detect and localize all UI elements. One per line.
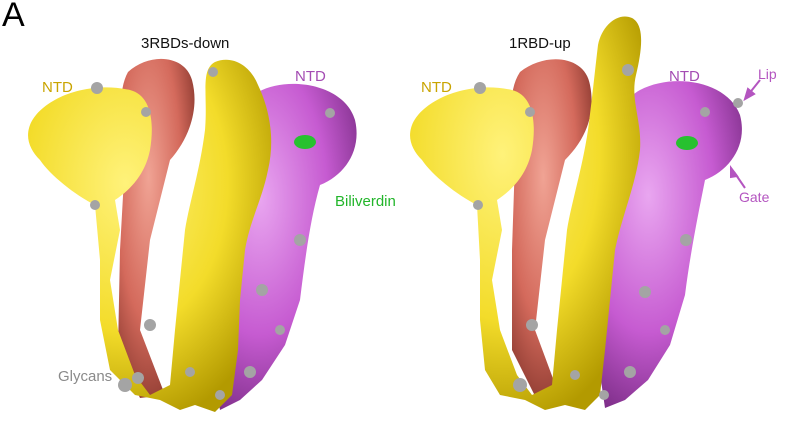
glycan-blobs	[473, 64, 743, 400]
right-ntd-yellow-label: NTD	[421, 79, 452, 96]
biliverdin-label: Biliverdin	[335, 193, 396, 210]
left-ntd-magenta-label: NTD	[295, 68, 326, 85]
left-ntd-yellow-label: NTD	[42, 79, 73, 96]
panel-letter: A	[2, 0, 25, 34]
biliverdin-ligand	[676, 136, 698, 150]
biliverdin-ligand	[294, 135, 316, 149]
lip-arrow	[743, 79, 761, 102]
gate-arrow	[730, 165, 746, 189]
yellow-chain	[28, 59, 272, 413]
right-panel-title: 1RBD-up	[509, 35, 571, 52]
gate-label: Gate	[739, 189, 770, 205]
spike-3rbd-down	[28, 58, 357, 413]
right-ntd-magenta-label: NTD	[669, 68, 700, 85]
yellow-chain	[410, 16, 642, 411]
glycans-label: Glycans	[58, 368, 113, 385]
spike-1rbd-up	[410, 16, 761, 411]
glycan-blobs	[90, 67, 335, 400]
left-panel-title: 3RBDs-down	[141, 35, 230, 52]
lip-label: Lip	[758, 66, 777, 82]
